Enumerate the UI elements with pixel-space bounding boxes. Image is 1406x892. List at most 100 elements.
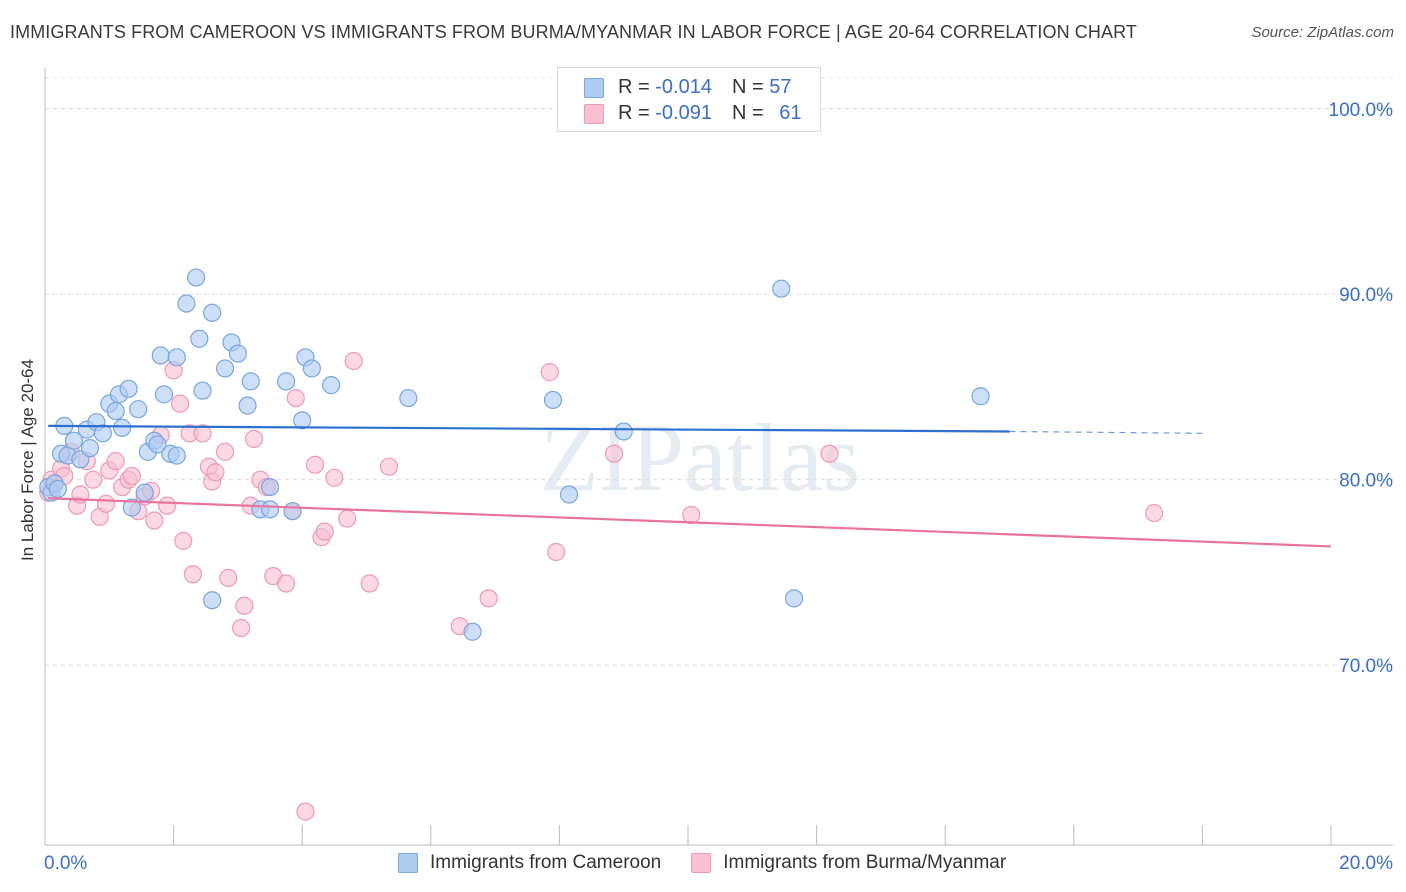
legend-n-value: 57: [769, 76, 792, 98]
point-burma: [215, 442, 235, 461]
legend-swatch-blue: [584, 77, 604, 98]
legend-n-label: N =: [731, 102, 764, 124]
point-cameroon: [119, 379, 138, 398]
point-burma: [174, 531, 193, 550]
point-cameroon: [463, 622, 482, 641]
series-legend: Immigrants from Cameroon Immigrants from…: [398, 852, 1036, 874]
point-cameroon: [122, 498, 141, 517]
legend-r-label: R =: [618, 102, 650, 124]
legend-r-value: -0.091: [655, 102, 712, 124]
legend-n-value: 61: [779, 102, 802, 124]
point-burma: [286, 388, 305, 408]
point-cameroon: [48, 479, 67, 499]
point-burma: [244, 429, 264, 448]
point-burma: [84, 470, 103, 489]
y-tick-label: 70.0%: [1339, 656, 1393, 677]
y-tick-label: 90.0%: [1339, 285, 1393, 306]
point-cameroon: [64, 431, 84, 450]
point-cameroon: [93, 424, 112, 443]
point-cameroon: [293, 411, 312, 430]
point-cameroon: [113, 418, 132, 437]
point-cameroon: [193, 381, 212, 400]
point-cameroon: [772, 279, 791, 298]
point-burma: [219, 568, 238, 588]
legend-swatch-pink: [584, 103, 604, 124]
point-burma: [360, 574, 379, 593]
legend-item-cameroon[interactable]: Immigrants from Cameroon: [398, 852, 661, 874]
point-burma: [344, 351, 363, 371]
legend-r-value: -0.014: [655, 76, 712, 98]
point-cameroon: [148, 435, 167, 454]
point-burma: [682, 505, 701, 525]
point-burma: [206, 463, 225, 482]
point-cameroon: [784, 589, 804, 608]
point-burma: [479, 589, 498, 608]
point-burma: [106, 452, 125, 471]
point-cameroon: [167, 348, 186, 367]
point-burma: [158, 496, 177, 515]
point-cameroon: [241, 372, 260, 391]
legend-row-cameroon: R = -0.014 N = 57: [584, 76, 791, 99]
point-cameroon: [277, 372, 296, 391]
point-burma: [296, 802, 315, 821]
point-cameroon: [559, 485, 579, 504]
point-burma: [170, 394, 190, 413]
point-cameroon: [154, 385, 174, 404]
point-burma: [277, 574, 296, 593]
point-burma: [338, 509, 357, 528]
point-burma: [232, 618, 251, 638]
point-cameroon: [238, 396, 257, 415]
legend-row-burma: R = -0.091 N = 61: [584, 102, 801, 125]
point-burma: [96, 494, 116, 513]
point-cameroon: [203, 591, 222, 610]
point-cameroon: [203, 303, 222, 322]
y-tick-label: 100.0%: [1329, 100, 1394, 121]
point-burma: [547, 542, 566, 562]
point-cameroon: [260, 477, 280, 497]
trendline-burma: [48, 497, 1332, 548]
point-cameroon: [302, 359, 321, 378]
point-burma: [122, 466, 141, 486]
point-cameroon: [167, 446, 186, 465]
legend-swatch-pink: [691, 853, 712, 873]
point-burma: [315, 522, 334, 541]
point-cameroon: [399, 388, 418, 408]
point-burma: [193, 424, 212, 443]
point-cameroon: [543, 390, 563, 410]
point-burma: [235, 596, 254, 615]
legend-swatch-blue: [398, 853, 418, 873]
point-cameroon: [283, 502, 302, 521]
point-cameroon: [177, 294, 196, 313]
y-axis-label: In Labor Force | Age 20-64: [18, 359, 37, 561]
x-tick-label: 0.0%: [44, 853, 87, 874]
point-cameroon: [135, 483, 154, 502]
trendline-cameroon: [48, 424, 1010, 433]
point-cameroon: [106, 401, 125, 421]
point-burma: [540, 363, 559, 382]
x-tick-label: 20.0%: [1339, 853, 1393, 874]
legend-label-burma: Immigrants from Burma/Myanmar: [723, 852, 1007, 873]
point-cameroon: [190, 329, 209, 348]
point-burma: [1145, 503, 1164, 523]
point-burma: [325, 468, 344, 487]
legend-r-label: R =: [618, 76, 650, 98]
source-label: Source: ZipAtlas.com: [1251, 24, 1394, 41]
watermark: ZIPatlas: [540, 404, 860, 511]
point-cameroon: [322, 376, 341, 395]
point-cameroon: [215, 359, 235, 378]
point-cameroon: [187, 268, 206, 287]
point-cameroon: [971, 387, 990, 406]
point-cameroon: [151, 346, 170, 365]
legend-item-burma[interactable]: Immigrants from Burma/Myanmar: [691, 852, 1006, 874]
legend-n-label: N =: [731, 76, 764, 98]
point-cameroon: [129, 400, 148, 419]
point-cameroon: [260, 500, 280, 519]
point-burma: [305, 455, 325, 474]
y-tick-label: 80.0%: [1339, 471, 1393, 492]
point-cameroon: [228, 344, 247, 363]
chart-title: IMMIGRANTS FROM CAMEROON VS IMMIGRANTS F…: [10, 22, 1137, 42]
point-cameroon: [614, 422, 633, 441]
stats-legend: R = -0.014 N = 57 R = -0.091 N = 61: [557, 67, 821, 132]
point-burma: [183, 565, 202, 584]
